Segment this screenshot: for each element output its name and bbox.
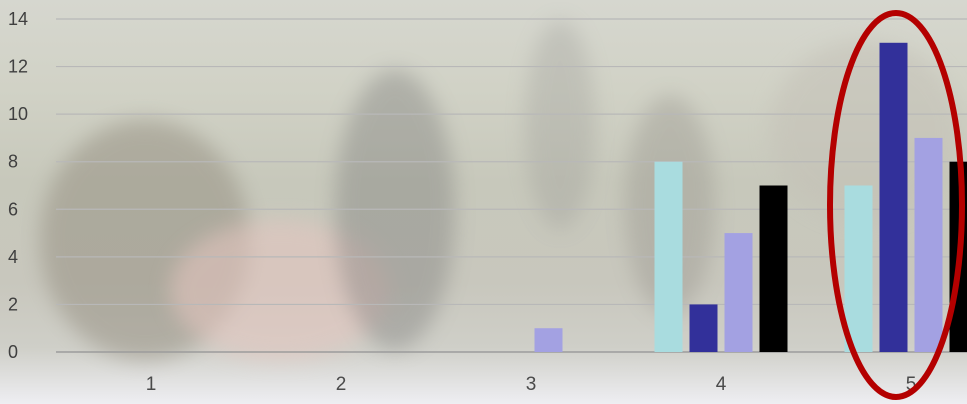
- bar: [914, 137, 943, 352]
- highlight-ellipse: [827, 10, 965, 400]
- y-tick-label: 10: [8, 104, 28, 124]
- background-blob: [170, 220, 390, 360]
- y-tick-label: 8: [8, 152, 18, 172]
- bar: [654, 161, 683, 352]
- bars: [534, 42, 967, 353]
- background-blob: [335, 70, 455, 350]
- category-labels: 1 2 3 4 5: [146, 374, 917, 395]
- highlight-layer: [827, 10, 965, 400]
- bar: [844, 185, 873, 352]
- bar: [689, 304, 718, 352]
- x-category-label: 3: [526, 374, 537, 395]
- bar: [759, 185, 788, 352]
- y-tick-label: 2: [8, 294, 18, 314]
- y-tick-label: 12: [8, 57, 28, 77]
- bar: [879, 42, 908, 353]
- y-tick-label: 0: [8, 342, 18, 362]
- x-category-label: 1: [146, 374, 157, 395]
- x-category-label: 2: [336, 374, 347, 395]
- bar: [534, 328, 563, 352]
- axis-ticks: 0 2 4 6 8 10 12 14: [8, 9, 28, 362]
- y-tick-label: 6: [8, 199, 18, 219]
- y-tick-label: 14: [8, 9, 28, 29]
- background-blob: [525, 20, 595, 230]
- x-category-label: 4: [716, 374, 727, 395]
- x-category-label: 5: [906, 374, 917, 395]
- grid-lines: [56, 18, 967, 353]
- y-tick-label: 4: [8, 247, 18, 267]
- bar: [724, 233, 753, 352]
